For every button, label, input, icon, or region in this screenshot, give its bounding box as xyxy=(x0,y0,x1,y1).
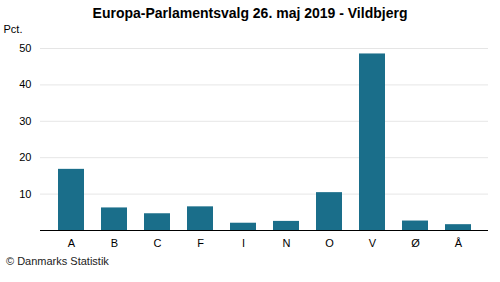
svg-text:40: 40 xyxy=(19,78,31,90)
svg-text:50: 50 xyxy=(19,42,31,54)
svg-text:C: C xyxy=(154,237,162,249)
svg-text:Ø: Ø xyxy=(411,237,420,249)
svg-text:B: B xyxy=(111,237,118,249)
svg-text:I: I xyxy=(242,237,245,249)
svg-text:10: 10 xyxy=(19,188,31,200)
html-text:Europa-Parlamentsvalg 26. maj: Europa-Parlamentsvalg 26. maj 2019 - Vil… xyxy=(92,5,408,21)
svg-text:N: N xyxy=(283,237,291,249)
svg-text:F: F xyxy=(197,237,204,249)
svg-text:30: 30 xyxy=(19,115,31,127)
svg-text:20: 20 xyxy=(19,151,31,163)
svg-text:A: A xyxy=(68,237,76,249)
html-text:© Danmarks Statistik: © Danmarks Statistik xyxy=(6,255,109,267)
svg-text:Å: Å xyxy=(455,237,463,249)
svg-text:V: V xyxy=(369,237,377,249)
svg-text:Pct.: Pct. xyxy=(4,23,23,35)
svg-text:O: O xyxy=(325,237,334,249)
